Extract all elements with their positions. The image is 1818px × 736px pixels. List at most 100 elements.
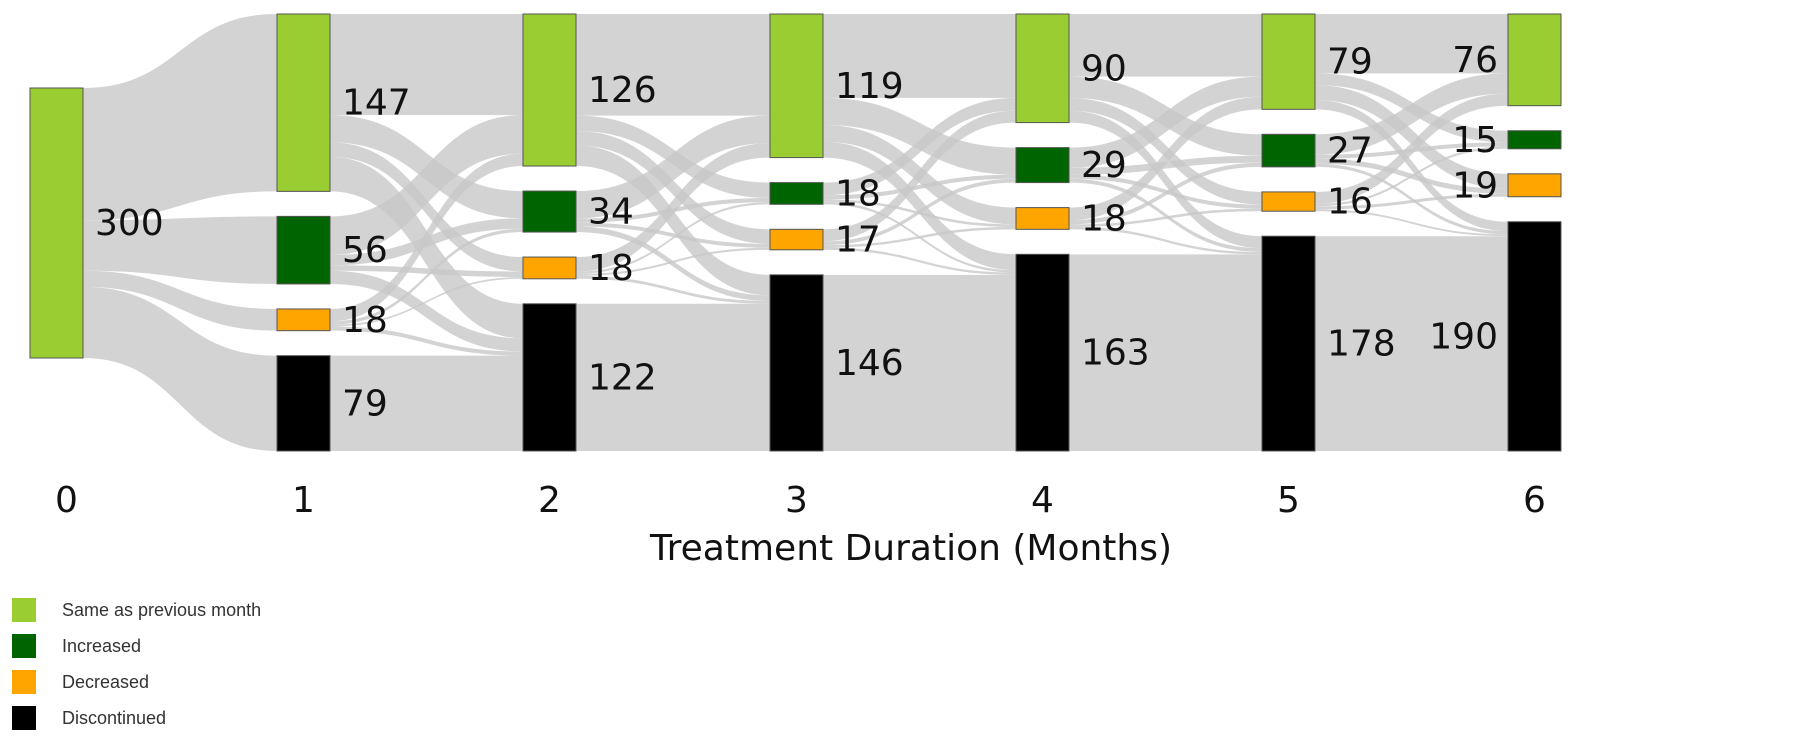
node-value-label: 119 (835, 66, 904, 107)
node-discontinued (1015, 253, 1070, 452)
node-same (1261, 13, 1316, 110)
flow-link (330, 156, 523, 339)
legend-label: Discontinued (62, 707, 167, 728)
flow-link (1315, 85, 1508, 189)
flow-link (823, 14, 1016, 98)
node-value-label: 18 (588, 248, 634, 289)
node-decreased (522, 256, 577, 280)
x-tick-label: 6 (1523, 480, 1546, 521)
node-value-label: 79 (1327, 42, 1373, 83)
flow-link (576, 303, 770, 451)
flow-link (1069, 98, 1262, 205)
x-tick-label: 3 (785, 480, 808, 521)
x-tick-label: 0 (55, 480, 78, 521)
flow-link (823, 141, 1016, 271)
flow-link (330, 265, 523, 278)
flow-link (330, 14, 523, 116)
node-value-label: 163 (1081, 333, 1150, 374)
flow-link (83, 286, 277, 451)
flow-link (1069, 162, 1262, 225)
x-tick-label: 4 (1031, 480, 1054, 521)
node-value-label: 29 (1081, 145, 1127, 186)
legend-item-decreased: Decreased (12, 664, 261, 700)
node-value-label: 27 (1327, 131, 1373, 172)
flow-link (330, 326, 523, 356)
flow-link (823, 226, 1016, 248)
legend-swatch-decreased (12, 670, 36, 694)
node-same (769, 13, 824, 159)
flow-link (330, 115, 523, 255)
node-increased (276, 215, 331, 285)
node-value-label: 56 (342, 230, 388, 271)
node-value-label: 18 (342, 300, 388, 341)
flow-links (83, 14, 1508, 451)
flow-link (576, 226, 770, 301)
flow-link (576, 247, 770, 276)
legend-item-increased: Increased (12, 628, 261, 664)
flow-link (1315, 99, 1508, 232)
node-decreased (276, 308, 331, 332)
node-value-label: 300 (95, 203, 164, 244)
node-increased (1015, 147, 1070, 184)
node-value-label: 18 (835, 173, 881, 214)
node-increased (1261, 133, 1316, 168)
node-decreased (1261, 191, 1316, 212)
flow-link (83, 216, 277, 284)
flow-link (576, 275, 770, 304)
node-value-label: 18 (1081, 198, 1127, 239)
flow-link (1315, 146, 1508, 207)
flow-link (576, 131, 770, 244)
node-value-label: 90 (1081, 48, 1127, 89)
flow-link (576, 14, 770, 116)
node-value-label: 16 (1327, 182, 1373, 223)
node-value-label: 17 (835, 220, 881, 261)
flow-nodes (29, 13, 1562, 452)
flow-link (576, 115, 770, 219)
flow-link (576, 202, 770, 274)
legend-swatch-increased (12, 634, 36, 658)
x-tick-label: 2 (538, 480, 561, 521)
flow-link (83, 270, 277, 331)
node-same (1015, 13, 1070, 124)
node-same (522, 13, 577, 167)
node-discontinued (276, 355, 331, 452)
node-value-label: 190 (1429, 316, 1498, 357)
legend: Same as previous month Increased Decreas… (12, 592, 261, 736)
node-value-label: 126 (588, 70, 657, 111)
node-same (276, 13, 331, 192)
flow-link (330, 228, 523, 325)
legend-item-discontinued: Discontinued (12, 700, 261, 736)
node-value-label: 76 (1452, 40, 1498, 81)
flow-link (1315, 14, 1508, 74)
node-value-label: 79 (342, 383, 388, 424)
legend-label: Increased (62, 635, 142, 656)
flow-link (576, 222, 770, 248)
node-value-label: 146 (835, 343, 904, 384)
flow-link (1069, 178, 1262, 252)
flow-link (1069, 254, 1262, 451)
node-value-labels: 300 147 56 18 79 126 34 18 122 119 18 17 146 90 29 18 16… (95, 40, 1498, 424)
node-same (1507, 13, 1562, 107)
flow-link (823, 110, 1016, 242)
flow-link (823, 178, 1016, 246)
legend-label: Same as previous month (62, 599, 262, 620)
flow-link (1069, 226, 1262, 255)
node-discontinued (769, 274, 824, 452)
flow-link (823, 97, 1016, 196)
legend-item-same: Same as previous month (12, 592, 261, 628)
node-increased (522, 190, 577, 233)
node-decreased (769, 228, 824, 251)
flow-link (1315, 193, 1508, 210)
flow-link (1315, 163, 1508, 235)
node-discontinued (1261, 235, 1316, 452)
legend-swatch-discontinued (12, 706, 36, 730)
flow-link (1315, 73, 1508, 155)
x-tick-label: 5 (1277, 480, 1300, 521)
legend-swatch-same (12, 598, 36, 622)
flow-link (1069, 110, 1262, 249)
flow-link (1069, 76, 1262, 168)
flow-link (576, 143, 770, 272)
flow-link (330, 277, 523, 327)
x-tick-label: 1 (292, 480, 315, 521)
flow-link (1069, 14, 1262, 77)
